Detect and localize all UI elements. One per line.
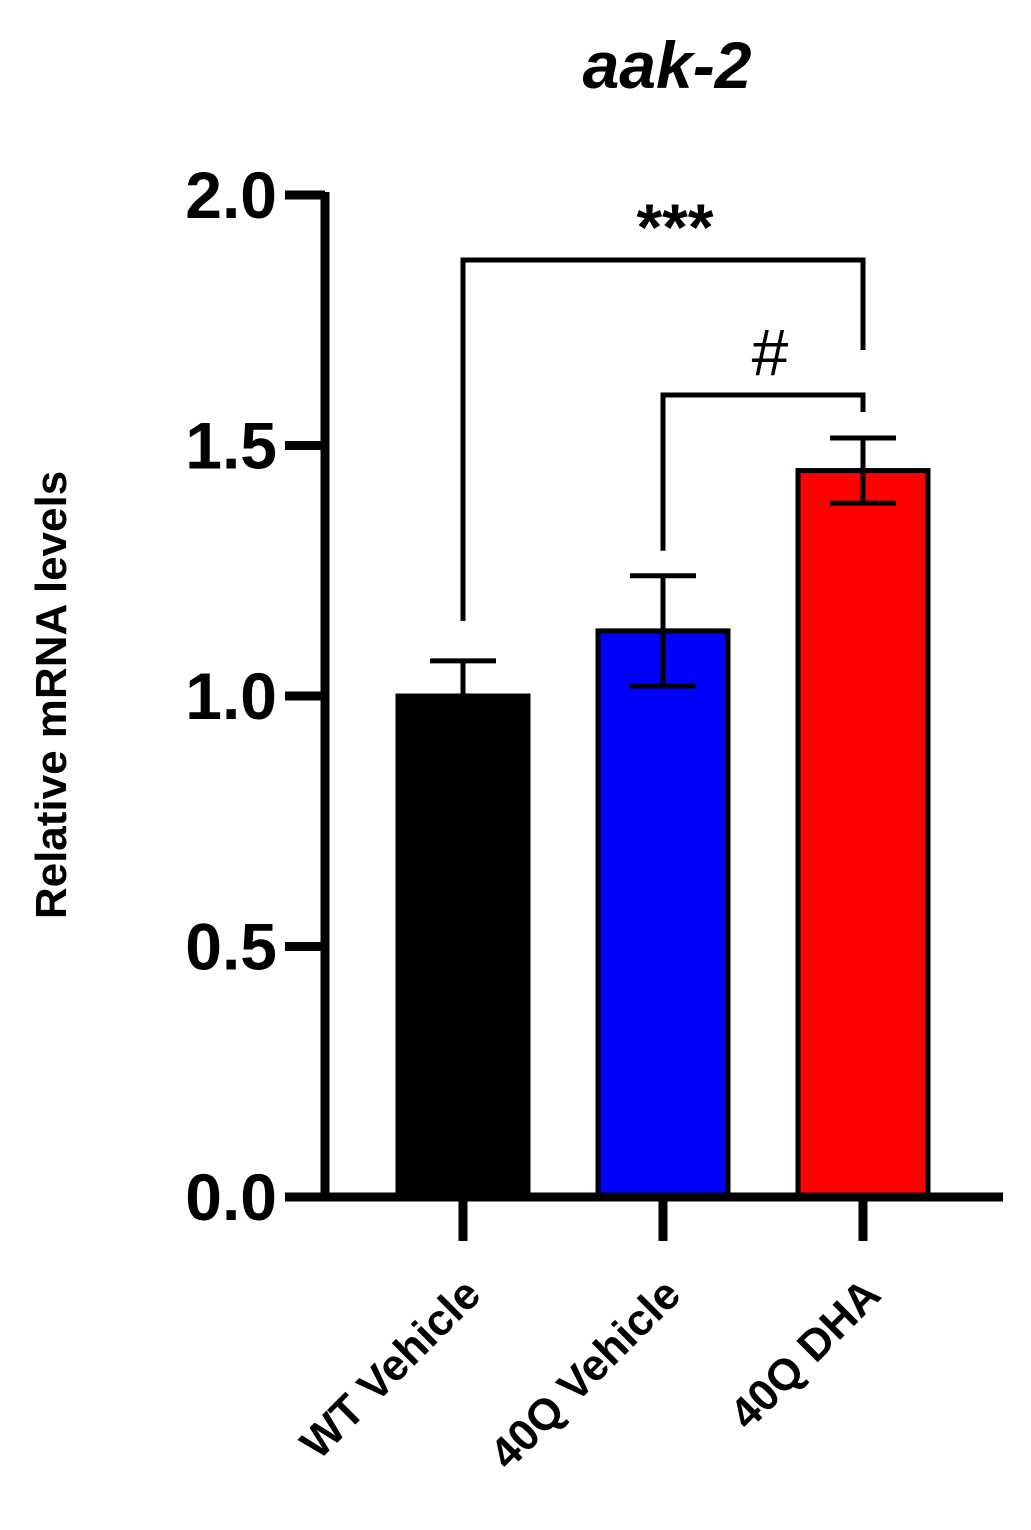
significance-bracket-2 <box>660 392 866 551</box>
bar-2 <box>595 628 731 1200</box>
y-tick-label-0.0: 0.0 <box>185 1160 277 1234</box>
y-axis-label: Relative mRNA levels <box>27 471 76 919</box>
significance-label-1: *** <box>636 190 713 264</box>
significance-label-2: # <box>752 315 789 389</box>
x-tick-label-3: 40Q DHA <box>721 1269 891 1439</box>
y-tick-label-1.5: 1.5 <box>185 409 277 483</box>
x-tick-label-1: WT Vehicle <box>291 1269 490 1468</box>
significance-bracket-1 <box>460 257 866 621</box>
y-tick-label-2.0: 2.0 <box>185 158 277 232</box>
x-tick-label-2: 40Q Vehicle <box>481 1269 690 1478</box>
chart-title: aak-2 <box>583 28 752 102</box>
y-tick-label-0.5: 0.5 <box>185 910 277 984</box>
y-tick-label-1.0: 1.0 <box>185 659 277 733</box>
bar-3 <box>795 468 931 1200</box>
bar-1 <box>395 693 531 1200</box>
